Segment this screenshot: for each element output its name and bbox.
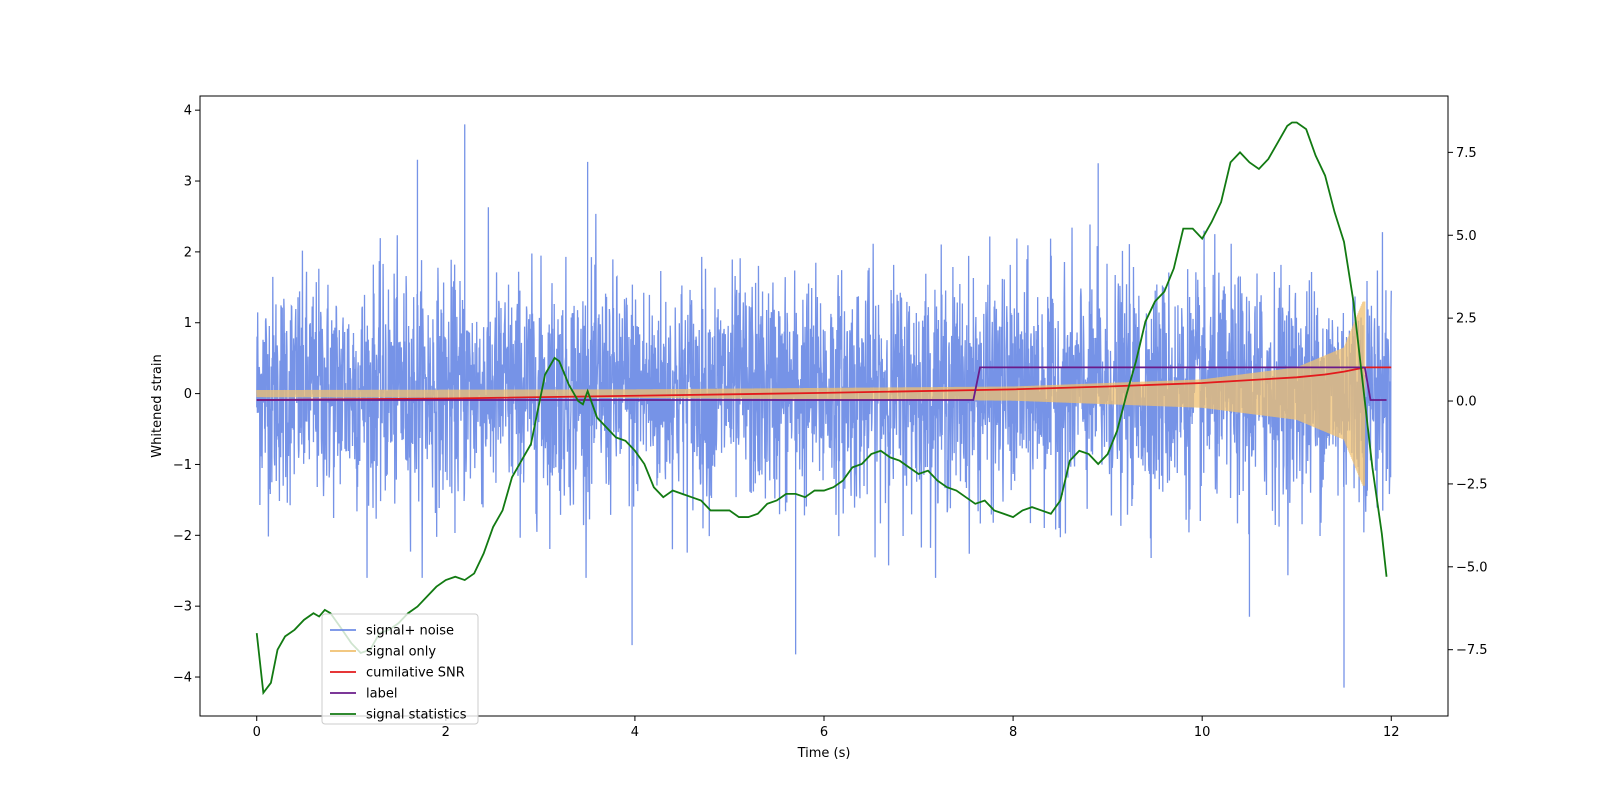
legend-label: signal statistics <box>366 708 467 723</box>
y-tick-label: 4 <box>184 104 192 119</box>
series-signal-statistics <box>255 121 1388 696</box>
y2-tick-label: 7.5 <box>1456 146 1477 161</box>
x-tick-label: 2 <box>442 725 450 740</box>
series-cumulative-snr <box>256 366 1392 401</box>
y-tick-label: 1 <box>184 316 192 331</box>
plot-area <box>255 121 1392 696</box>
x-tick-label: 10 <box>1194 725 1211 740</box>
x-tick-label: 4 <box>631 725 639 740</box>
x-tick-label: 12 <box>1383 725 1400 740</box>
y2-tick-label: −5.0 <box>1456 560 1488 575</box>
series-label <box>256 366 1387 401</box>
y2-tick-label: 5.0 <box>1456 229 1477 244</box>
legend-label: label <box>366 687 397 702</box>
legend-box <box>321 613 479 725</box>
x-tick-label: 8 <box>1009 725 1017 740</box>
y-tick-label: −4 <box>173 671 192 686</box>
y2-tick-label: 2.5 <box>1456 312 1477 327</box>
y-tick-label: 0 <box>184 387 192 402</box>
y2-tick-label: 0.0 <box>1456 395 1477 410</box>
legend: signal+ noise signal only cumilative SNR la… <box>321 613 479 725</box>
x-tick-label: 0 <box>253 725 261 740</box>
y-tick-label: 3 <box>184 175 192 190</box>
y2-tick-label: −7.5 <box>1456 643 1488 658</box>
legend-label: signal only <box>366 645 436 660</box>
legend-label: cumilative SNR <box>366 666 465 681</box>
x-axis-label: Time (s) <box>797 746 851 761</box>
legend-label: signal+ noise <box>366 624 454 639</box>
y-tick-label: 2 <box>184 245 192 260</box>
y2-tick-label: −2.5 <box>1456 477 1488 492</box>
series-signal-noise <box>256 124 1392 688</box>
y-tick-label: −2 <box>173 529 192 544</box>
y-axis-label: Whitened strain <box>150 354 165 457</box>
series-signal-only <box>256 301 1366 486</box>
x-tick-label: 6 <box>820 725 828 740</box>
y-tick-label: −1 <box>173 458 192 473</box>
y-tick-label: −3 <box>173 600 192 615</box>
axes: 0 2 4 6 8 10 12−4−3−2−101234−7.5−5.0−2.50.02.5… <box>173 104 1488 740</box>
